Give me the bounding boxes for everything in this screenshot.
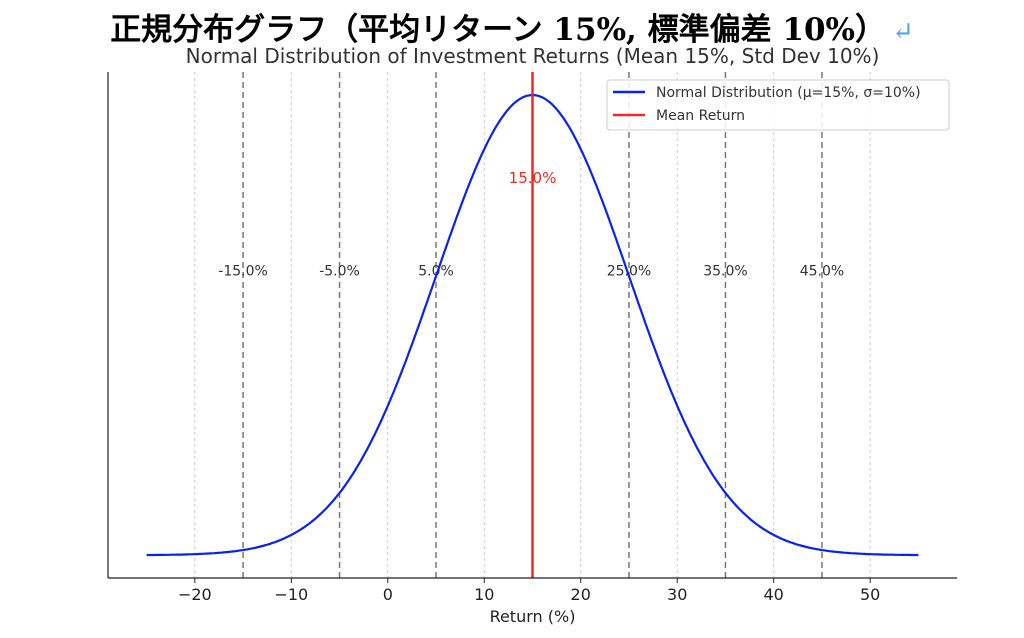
x-tick-label: 0 (383, 585, 393, 604)
x-tick-label: 50 (860, 585, 880, 604)
std-line-label: 25.0% (607, 263, 651, 279)
x-tick-label: 40 (764, 585, 784, 604)
std-line-label: -15.0% (218, 263, 268, 279)
x-tick-label: −20 (178, 585, 212, 604)
std-line-label: 35.0% (703, 263, 747, 279)
x-tick-label: 20 (571, 585, 591, 604)
heading-text: 正規分布グラフ（平均リターン 15%, 標準偏差 10%） (110, 12, 886, 48)
std-line-label: 45.0% (800, 263, 844, 279)
mean-label: 15.0% (509, 169, 557, 187)
x-tick-label: 10 (474, 585, 494, 604)
return-arrow-icon: ↵ (892, 17, 914, 47)
legend-box (606, 79, 950, 131)
std-line-label: -5.0% (319, 263, 360, 279)
chart-title: Normal Distribution of Investment Return… (186, 44, 880, 68)
x-tick-label: 30 (667, 585, 687, 604)
legend-label: Mean Return (656, 108, 745, 124)
x-tick-label: −10 (274, 585, 308, 604)
legend-label: Normal Distribution (μ=15%, σ=10%) (656, 85, 921, 101)
std-line-label: 5.0% (418, 263, 454, 279)
x-axis-label: Return (%) (490, 607, 576, 626)
page-heading: 正規分布グラフ（平均リターン 15%, 標準偏差 10%） ↵ (0, 4, 1024, 49)
